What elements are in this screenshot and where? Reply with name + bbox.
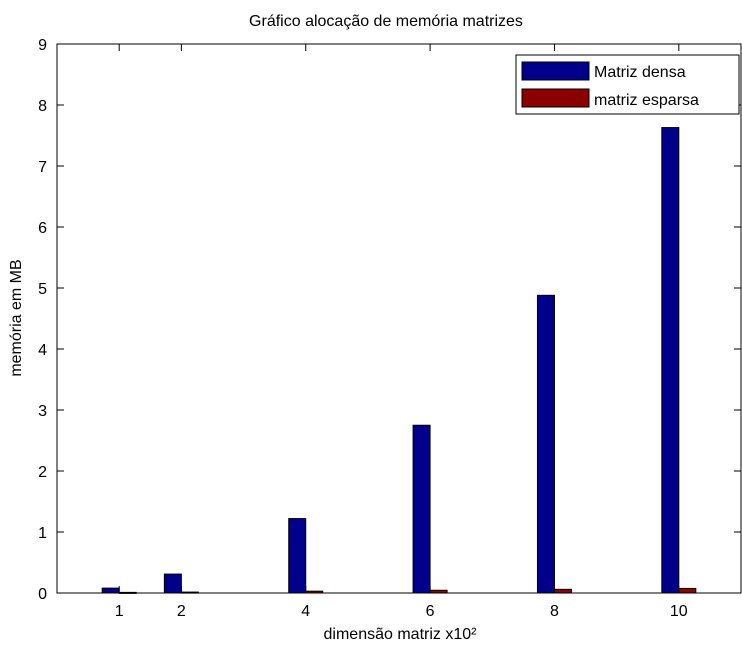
bar-dense-6 [412,424,431,594]
bar-dense-2 [163,573,182,594]
y-tick-label: 2 [38,464,47,481]
y-tick-label: 6 [38,220,47,237]
y-tick-label: 4 [38,342,47,359]
bars [101,127,697,594]
x-tick-label: 2 [177,603,186,620]
x-tick-label: 8 [550,603,559,620]
chart-title: Gráfico alocação de memória matrizes [249,13,523,30]
y-tick-label: 9 [38,37,47,54]
x-tick-label: 6 [426,603,435,620]
legend-label-dense: Matriz densa [594,64,686,81]
y-tick-label: 8 [38,98,47,115]
bar-dense-8 [536,294,555,594]
x-tick-label: 4 [301,603,310,620]
bar-sparse-10 [678,587,697,594]
bar-dense-4 [288,518,307,594]
x-tick-label: 10 [670,603,688,620]
x-axis: 1 2 4 6 8 10 [115,44,688,620]
bar-sparse-8 [553,588,572,594]
y-tick-label: 3 [38,403,47,420]
legend-swatch-sparse [521,88,590,108]
x-axis-label: dimensão matriz x10² [324,626,478,643]
plot-area [56,43,742,594]
y-tick-label: 1 [38,525,47,542]
bar-sparse-2 [180,591,199,594]
x-tick-label: 1 [115,603,124,620]
bar-sparse-1 [118,591,137,594]
bar-dense-10 [661,127,680,594]
legend-label-sparse: matriz esparsa [594,92,699,109]
bar-sparse-6 [429,589,448,594]
y-tick-label: 7 [38,159,47,176]
bar-sparse-4 [305,590,324,594]
y-tick-label: 0 [38,586,47,603]
y-tick-label: 5 [38,281,47,298]
legend-swatch-dense [521,61,590,81]
legend: Matriz densa matriz esparsa [515,54,740,115]
y-axis: 0 1 2 3 4 5 6 7 8 9 [38,37,741,603]
y-axis-label: memória em MB [8,259,25,376]
bar-dense-1 [101,587,120,594]
